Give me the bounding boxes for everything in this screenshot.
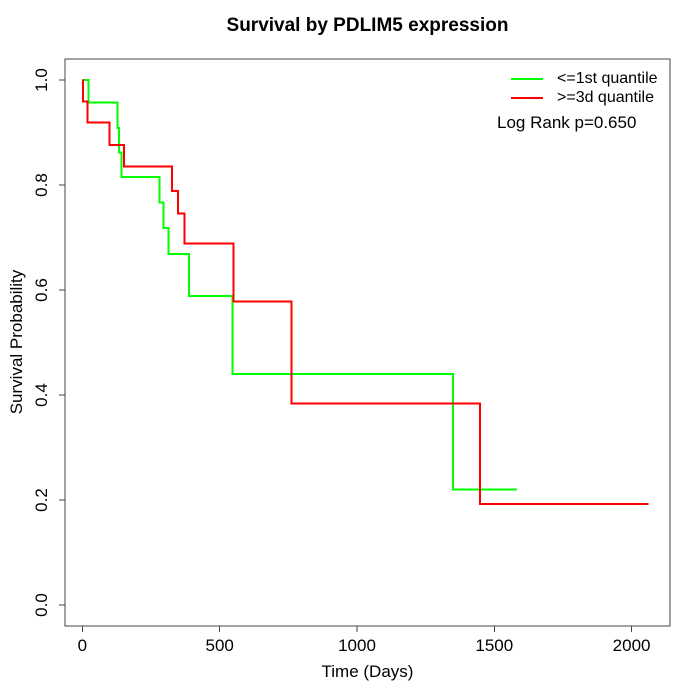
survival-curve-le-1st-quantile	[82, 79, 517, 491]
legend-swatch-red	[511, 97, 543, 99]
y-tick-label: 0.6	[32, 278, 51, 302]
x-axis-label: Time (Days)	[321, 662, 414, 681]
x-tick-label: 2000	[612, 636, 651, 655]
x-tick-label: 500	[205, 636, 234, 655]
x-tick-label: 0	[77, 636, 88, 655]
x-tick-label: 1000	[338, 636, 376, 655]
survival-curve-ge-3d-quantile	[81, 79, 649, 506]
y-tick-label: 0.2	[32, 488, 51, 512]
log-rank-annotation: Log Rank p=0.650	[497, 113, 637, 132]
legend-swatch-green	[511, 78, 543, 80]
legend-entry-label: <=1st quantile	[557, 70, 658, 87]
y-tick-label: 0.8	[32, 173, 51, 197]
y-tick-label: 0.0	[32, 593, 51, 617]
y-axis-label: Survival Probability	[7, 269, 26, 415]
y-tick-label: 1.0	[32, 68, 51, 92]
plot-box	[64, 58, 671, 627]
y-tick-label: 0.4	[32, 383, 51, 407]
x-tick-label: 1500	[475, 636, 514, 655]
legend-entry-label: >=3d quantile	[557, 89, 654, 106]
chart-title: Survival by PDLIM5 expression	[226, 15, 509, 36]
